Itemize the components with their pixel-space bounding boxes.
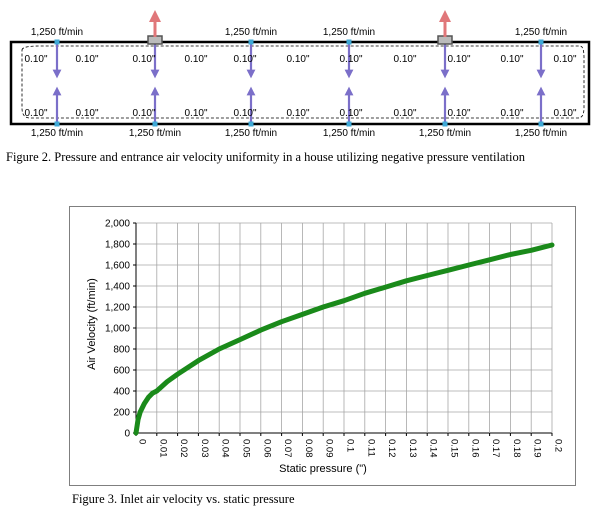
velocity-label: 1,250 ft/min <box>31 128 83 139</box>
velocity-label: 1,250 ft/min <box>31 27 83 38</box>
static-pressure-label: 0.10" <box>24 108 47 119</box>
static-pressure-label: 0.10" <box>184 54 207 65</box>
x-tick-label: 0.14 <box>428 439 439 458</box>
x-tick-label: 0.17 <box>490 439 501 458</box>
static-pressure-label: 0.10" <box>132 108 155 119</box>
velocity-label: 1,250 ft/min <box>225 128 277 139</box>
x-tick-label: 0.05 <box>241 439 252 458</box>
static-pressure-label: 0.10" <box>233 54 256 65</box>
static-pressure-label: 0.10" <box>447 54 470 65</box>
y-tick-label: 600 <box>113 366 130 377</box>
x-tick-label: 0.12 <box>386 439 397 458</box>
x-axis-label: Static pressure (") <box>279 463 367 475</box>
x-tick-label: 0.03 <box>199 439 210 458</box>
y-tick-label: 200 <box>113 408 130 419</box>
y-tick-label: 2,000 <box>105 219 130 230</box>
exhaust-fan-icon <box>437 35 453 45</box>
static-pressure-label: 0.10" <box>24 54 47 65</box>
y-axis-label: Air Velocity (ft/min) <box>86 278 98 370</box>
y-tick-label: 1,000 <box>105 324 130 335</box>
inlet-marker-icon <box>248 39 254 45</box>
y-tick-label: 1,600 <box>105 261 130 272</box>
x-tick-label: 0.08 <box>303 439 314 458</box>
x-tick-label: 0.06 <box>261 439 272 458</box>
inlet-marker-icon <box>442 121 448 127</box>
x-tick-label: 0.07 <box>282 439 293 458</box>
velocity-label: 1,250 ft/min <box>419 128 471 139</box>
velocity-label: 1,250 ft/min <box>225 27 277 38</box>
static-pressure-label: 0.10" <box>393 108 416 119</box>
static-pressure-label: 0.10" <box>553 108 576 119</box>
x-tick-label: 0.16 <box>469 439 480 458</box>
x-tick-label: 0.18 <box>511 439 522 458</box>
static-pressure-label: 0.10" <box>447 108 470 119</box>
x-tick-label: 0.01 <box>157 439 168 458</box>
static-pressure-label: 0.10" <box>339 54 362 65</box>
static-pressure-label: 0.10" <box>393 54 416 65</box>
velocity-label: 1,250 ft/min <box>323 128 375 139</box>
inlet-marker-icon <box>54 39 60 45</box>
velocity-label: 1,250 ft/min <box>515 128 567 139</box>
velocity-label: 1,250 ft/min <box>515 27 567 38</box>
x-tick-label: 0 <box>137 439 148 444</box>
x-tick-label: 0.19 <box>532 439 543 458</box>
static-pressure-label: 0.10" <box>286 108 309 119</box>
inlet-marker-icon <box>346 121 352 127</box>
static-pressure-label: 0.10" <box>553 54 576 65</box>
figure-2-caption: Figure 2. Pressure and entrance air velo… <box>6 150 525 164</box>
velocity-series-line <box>133 242 555 436</box>
inlet-marker-icon <box>538 121 544 127</box>
x-tick-label: 0.2 <box>553 439 564 452</box>
inlet-marker-icon <box>54 121 60 127</box>
house-ventilation-diagram: 1,250 ft/min 1,250 ft/min 1,250 ft/min 1,25… <box>9 9 591 139</box>
figure-3-caption: Figure 3. Inlet air velocity vs. static … <box>72 492 295 506</box>
static-pressure-label: 0.10" <box>339 108 362 119</box>
static-pressure-label: 0.10" <box>500 54 523 65</box>
y-axis-ticks: 0 200 400 600 800 1,000 1,200 1,400 1,600 1,800 2,… <box>105 219 130 440</box>
velocity-label: 1,250 ft/min <box>129 128 181 139</box>
chart-frame: 0 200 400 600 800 1,000 1,200 1,400 1,600 1,800 2,… <box>69 206 576 486</box>
inlet-marker-icon <box>152 121 158 127</box>
x-tick-label: 0.02 <box>178 439 189 458</box>
x-tick-label: 0.11 <box>365 439 376 457</box>
house-outline <box>9 40 591 126</box>
static-pressure-label: 0.10" <box>132 54 155 65</box>
velocity-pressure-chart: 0 200 400 600 800 1,000 1,200 1,400 1,600 1,800 2,… <box>86 219 564 476</box>
y-tick-label: 800 <box>113 345 130 356</box>
y-tick-label: 1,200 <box>105 303 130 314</box>
static-pressure-label: 0.10" <box>75 108 98 119</box>
pressure-boundary-dashed <box>21 45 585 119</box>
y-tick-label: 400 <box>113 387 130 398</box>
y-tick-label: 0 <box>124 429 130 440</box>
x-axis-ticks: 0 0.01 0.02 0.03 0.04 0.05 0.06 0.07 0.08 0.09 0.1… <box>137 439 564 458</box>
inlet-marker-icon <box>538 39 544 45</box>
static-pressure-label: 0.10" <box>184 108 207 119</box>
x-tick-label: 0.1 <box>345 439 356 452</box>
inlet-marker-icon <box>346 39 352 45</box>
static-pressure-label: 0.10" <box>233 108 256 119</box>
static-pressure-label: 0.10" <box>75 54 98 65</box>
x-tick-label: 0.13 <box>407 439 418 458</box>
velocity-label: 1,250 ft/min <box>323 27 375 38</box>
y-tick-label: 1,400 <box>105 282 130 293</box>
inlet-marker-icon <box>248 121 254 127</box>
x-tick-label: 0.15 <box>449 439 460 458</box>
static-pressure-label: 0.10" <box>500 108 523 119</box>
x-tick-label: 0.04 <box>220 439 231 458</box>
y-tick-label: 1,800 <box>105 240 130 251</box>
chart-grid <box>133 222 553 436</box>
static-pressure-label: 0.10" <box>286 54 309 65</box>
x-tick-label: 0.09 <box>324 439 335 458</box>
exhaust-fan-icon <box>147 35 163 45</box>
